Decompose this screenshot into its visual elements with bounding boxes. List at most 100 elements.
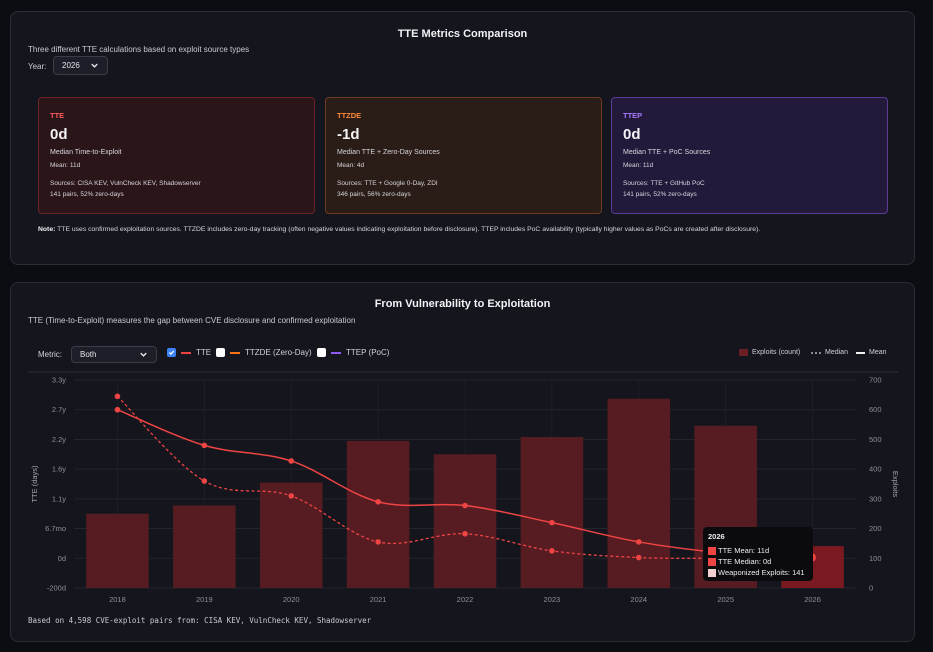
x-tick-label: 2022 (457, 595, 474, 604)
ttep-card: TTEP 0d Median TTE + PoC Sources Mean: 1… (611, 97, 888, 214)
y-tick-label: 2.7y (52, 405, 66, 414)
y2-tick-label: 700 (869, 376, 882, 385)
chevron-down-icon (91, 63, 98, 68)
x-tick-label: 2025 (717, 595, 734, 604)
dashed-line-swatch (811, 351, 821, 354)
metric-select-value: Both (80, 350, 97, 359)
x-tick-label: 2023 (544, 595, 561, 604)
ttzde-line-swatch (230, 351, 240, 354)
note-label: Note: (38, 226, 56, 233)
mean-point (375, 499, 381, 505)
x-tick-label: 2024 (630, 595, 647, 604)
tte-line-swatch (181, 351, 191, 354)
mean-point (288, 458, 295, 464)
card-sources: Sources: CISA KEV, VulnCheck KEV, Shadow… (50, 180, 201, 187)
y2-tick-label: 400 (869, 465, 882, 474)
year-label: Year: (28, 62, 47, 71)
median-point (549, 548, 555, 554)
toggle-ttzde[interactable]: TTZDE (Zero-Day) (216, 348, 312, 357)
x-tick-label: 2026 (804, 595, 821, 604)
median-point (288, 493, 295, 499)
legend-mean-label: Mean (869, 349, 887, 356)
y-tick-label: 2.2y (52, 435, 66, 444)
bar-exploits (346, 440, 410, 588)
x-tick-label: 2018 (109, 595, 126, 604)
tte-metrics-panel: TTE Metrics Comparison Three different T… (10, 11, 915, 265)
y2-axis-label: Exploits (891, 471, 900, 498)
y-tick-label: -200d (47, 584, 66, 593)
bar-exploits (433, 454, 497, 588)
data-source-footer: Based on 4,598 CVE-exploit pairs from: C… (28, 616, 372, 625)
y-axis-label: TTE (days) (30, 465, 39, 503)
tte-card: TTE 0d Median Time-to-Exploit Mean: 11d … (38, 97, 315, 214)
tte-chart: -200d 0d 6.7mo 1.1y 1.6y 2.2y 2.7y 3.3y 0 100 200 3… (28, 371, 900, 604)
y2-tick-label: 300 (869, 494, 882, 503)
bar-exploits (259, 482, 323, 588)
card-key: TTZDE (337, 111, 362, 120)
bar-exploits (86, 513, 149, 588)
legend-mean: Mean (856, 349, 887, 356)
card-sources: Sources: TTE + Google 0-Day, ZDI (337, 180, 438, 187)
x-tick-label: 2020 (283, 595, 300, 604)
toggle-ttep[interactable]: TTEP (PoC) (317, 348, 389, 357)
card-key: TTEP (623, 111, 643, 120)
tooltip-exploits: Weaponized Exploits: 141 (718, 568, 805, 577)
card-mean: Mean: 11d (623, 162, 654, 169)
ttzde-card: TTZDE -1d Median TTE + Zero-Day Sources … (325, 97, 602, 214)
tooltip-mean: TTE Mean: 11d (718, 546, 770, 555)
median-series-line (116, 395, 813, 559)
toggle-tte-label: TTE (196, 348, 212, 357)
y2-tick-label: 200 (869, 524, 882, 533)
card-mean: Mean: 11d (50, 162, 81, 169)
y2-tick-label: 100 (869, 554, 882, 563)
bar-exploits (520, 437, 584, 588)
card-pairs: 141 pairs, 52% zero-days (50, 191, 124, 198)
median-point (462, 530, 468, 537)
checkbox-checked-icon[interactable] (167, 348, 176, 357)
checkbox-unchecked-icon[interactable] (317, 348, 326, 357)
card-key: TTE (50, 111, 65, 120)
legend-bars-label: Exploits (count) (752, 349, 801, 356)
legend-bars: Exploits (count) (739, 349, 800, 356)
mean-point (114, 406, 121, 413)
metrics-note: Note: TTE uses confirmed exploitation so… (38, 226, 760, 233)
median-point (375, 539, 381, 545)
card-value: 0d (623, 126, 641, 143)
solid-line-swatch (856, 351, 865, 354)
checkbox-unchecked-icon[interactable] (216, 348, 225, 357)
mean-point (201, 442, 208, 449)
metrics-subtitle: Three different TTE calculations based o… (28, 45, 250, 54)
median-point (114, 393, 121, 400)
legend-median: Median (811, 349, 848, 356)
exploitation-panel: From Vulnerability to Exploitation TTE (… (10, 282, 915, 642)
note-text: TTE uses confirmed exploitation sources.… (57, 226, 761, 233)
chart-tooltip: 2026 TTE Mean: 11d TTE Median: 0d Weapon… (703, 527, 813, 581)
y2-tick-label: 0 (869, 584, 873, 593)
metric-label: Metric: (38, 350, 62, 359)
mean-point (635, 539, 642, 545)
y-tick-label: 6.7mo (45, 524, 66, 533)
tooltip-exploits-swatch (708, 568, 716, 577)
exploitation-title: From Vulnerability to Exploitation (374, 298, 551, 310)
card-mean: Mean: 4d (337, 162, 365, 169)
card-pairs: 141 pairs, 52% zero-days (623, 191, 697, 198)
bar-swatch (739, 349, 748, 356)
toggle-tte[interactable]: TTE (167, 348, 211, 357)
metric-select[interactable]: Both (71, 346, 157, 363)
toggle-ttep-label: TTEP (PoC) (346, 348, 390, 357)
chevron-down-icon (140, 352, 147, 357)
year-select-value: 2026 (62, 61, 80, 70)
ttep-line-swatch (331, 351, 341, 354)
legend-median-label: Median (825, 349, 848, 356)
card-pairs: 346 pairs, 56% zero-days (337, 191, 411, 198)
x-tick-label: 2021 (370, 595, 387, 604)
mean-point (549, 519, 555, 526)
year-select[interactable]: 2026 (53, 56, 108, 75)
card-sources: Sources: TTE + GitHub PoC (623, 180, 705, 187)
x-tick-label: 2019 (196, 595, 213, 604)
median-point (201, 478, 208, 484)
y2-tick-label: 500 (869, 435, 882, 444)
card-value: -1d (337, 126, 360, 143)
toggle-ttzde-label: TTZDE (Zero-Day) (245, 348, 312, 357)
card-desc: Median TTE + PoC Sources (623, 149, 711, 156)
